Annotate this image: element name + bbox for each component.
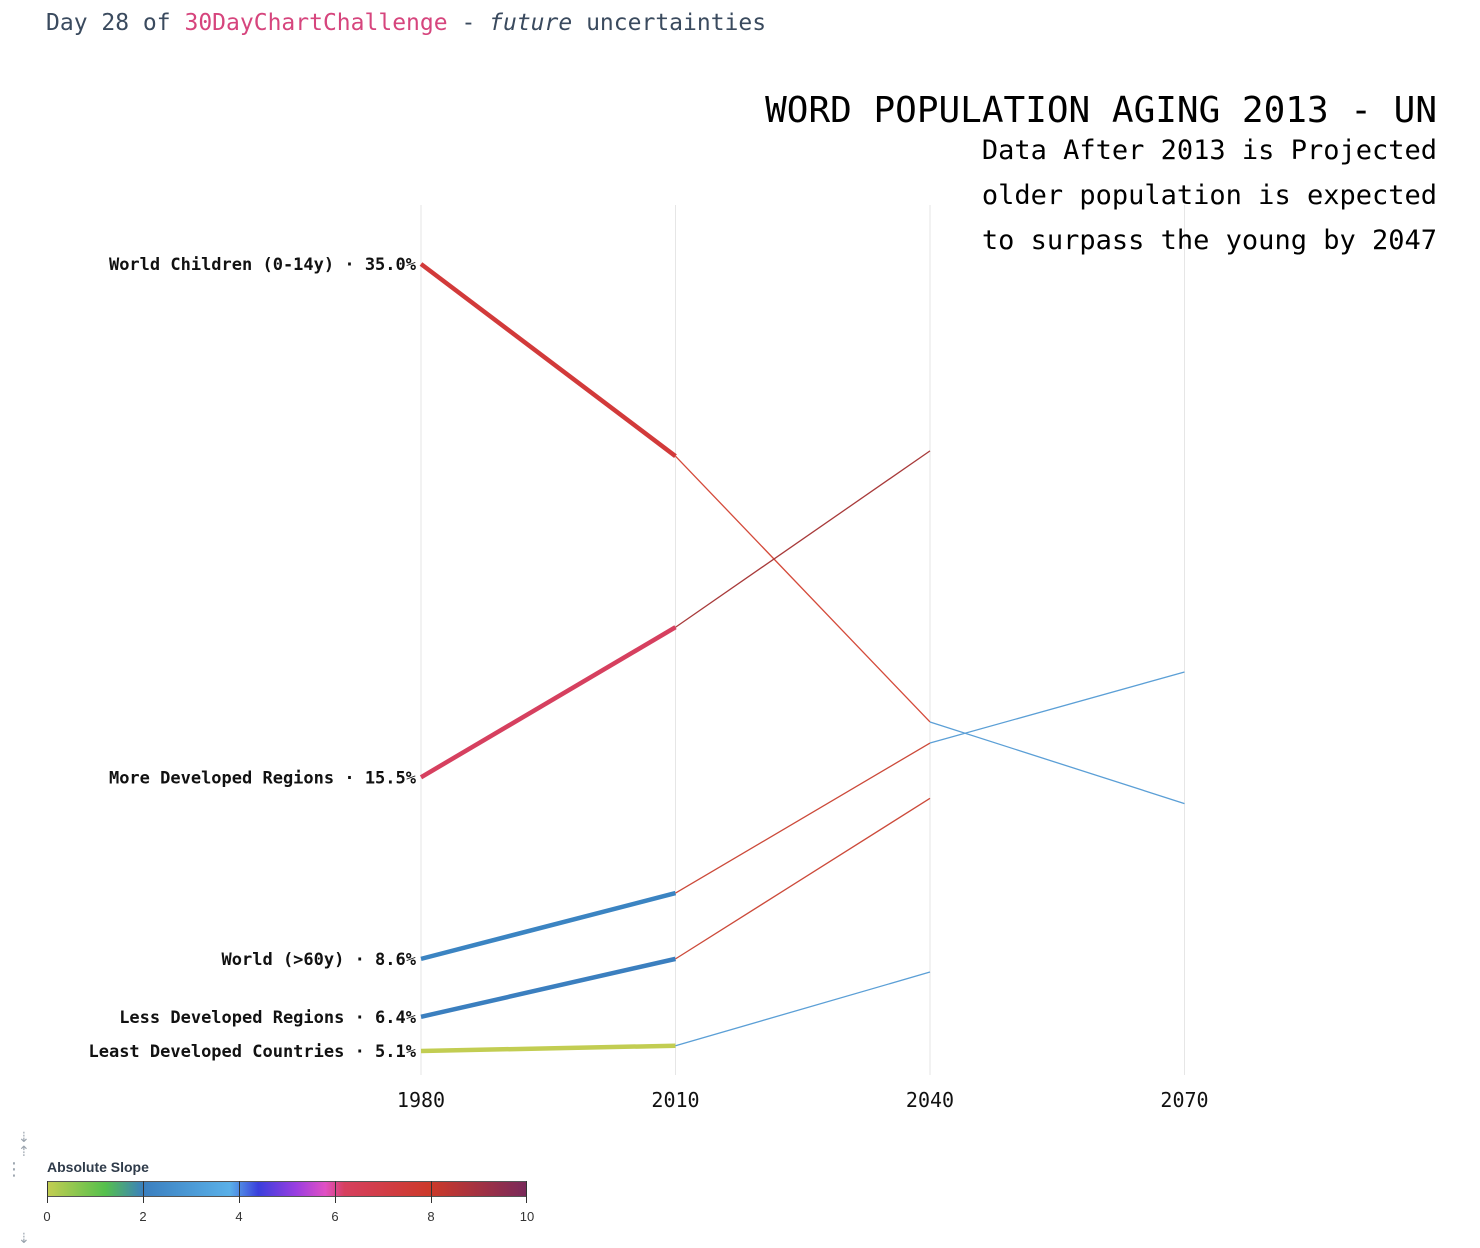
grid-lines [420,205,1185,1075]
series-0-segment-1 [675,455,931,723]
series-1 [419,450,931,780]
x-tick-label-2: 2040 [906,1088,954,1112]
series-3-segment-1 [675,797,931,960]
x-tick-label-1: 2010 [651,1088,699,1112]
legend-tick-label-2: 4 [235,1209,243,1224]
legend-tick-mark-2 [239,1181,240,1203]
legend-tick-mark-5 [526,1181,527,1203]
chart-subtitle: Data After 2013 is Projected older popula… [982,135,1437,256]
challenge-link[interactable]: 30DayChartChallenge [184,10,448,36]
header-prefix: Day 28 of [46,10,185,36]
legend-tick-mark-3 [335,1181,336,1203]
legend-tick-label-4: 8 [427,1209,435,1224]
series-2 [420,671,1185,962]
legend-tick-label-0: 0 [43,1209,51,1224]
series-0-segment-2 [929,721,1185,805]
x-tick-label-3: 2070 [1160,1088,1208,1112]
drag-handle-icon[interactable]: ⋮ [5,1159,23,1180]
legend-tick-label-3: 6 [331,1209,339,1224]
series-0 [419,262,1185,805]
series-label-4: Least Developed Countries · 5.1% [88,1042,416,1062]
legend-colorbar [47,1181,527,1197]
series-3-segment-0 [420,956,676,1019]
series-labels: World Children (0-14y) · 35.0% More Devel… [88,255,416,1062]
series-label-2: World (>60y) · 8.6% [222,950,417,970]
legend-tick-mark-1 [143,1181,144,1203]
subtitle-line-0: Data After 2013 is Projected [982,135,1437,166]
series-4-segment-1 [675,971,931,1047]
series-2-segment-0 [420,890,677,962]
page-header: Day 28 of 30DayChartChallenge - future u… [46,10,766,36]
collapse-icon[interactable]: ⇣ ⇡ [18,1130,30,1160]
x-tick-label-0: 1980 [397,1088,445,1112]
header-emphasis: future [489,10,573,36]
legend-tick-mark-0 [47,1181,48,1203]
legend-title: Absolute Slope [47,1159,149,1175]
series-2-segment-1 [675,742,931,894]
series-4-segment-0 [420,1043,676,1054]
subtitle-line-2: to surpass the young by 2047 [982,225,1437,256]
series-1-segment-1 [675,450,931,628]
series-3 [420,797,931,1019]
series-2-segment-2 [929,671,1185,744]
legend-tick-label-1: 2 [139,1209,147,1224]
series-group [419,262,1185,1054]
series-0-segment-0 [419,262,677,458]
expand-icon[interactable]: ⇣ [18,1231,30,1247]
series-label-1: More Developed Regions · 15.5% [109,768,417,788]
header-separator: - [447,10,490,36]
subtitle-line-1: older population is expected [982,180,1437,211]
x-axis: 1980 2010 2040 2070 [397,1088,1209,1112]
chart-title: WORD POPULATION AGING 2013 - UN [765,90,1437,131]
legend-tick-mark-4 [431,1181,432,1203]
series-label-0: World Children (0-14y) · 35.0% [109,255,417,275]
header-suffix: uncertainties [572,10,767,36]
series-1-segment-0 [419,625,677,780]
legend-tick-label-5: 10 [519,1209,535,1224]
series-label-3: Less Developed Regions · 6.4% [119,1008,417,1028]
series-4 [420,971,931,1054]
